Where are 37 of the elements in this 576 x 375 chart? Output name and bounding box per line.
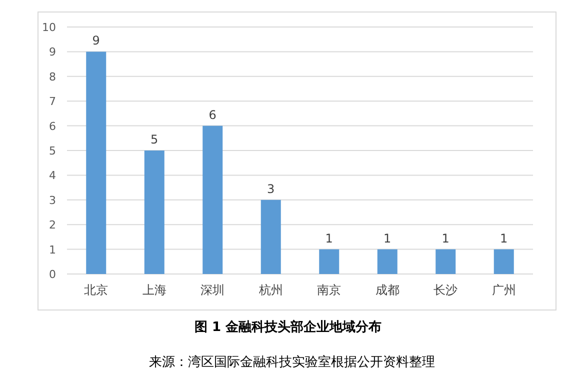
data-label: 1 <box>384 231 392 246</box>
x-tick-label: 上海 <box>142 283 166 297</box>
y-tick-label: 10 <box>42 21 56 34</box>
bar <box>319 249 340 274</box>
data-label: 5 <box>150 132 158 146</box>
x-tick-label: 北京 <box>84 283 108 297</box>
data-label: 3 <box>267 182 275 196</box>
y-tick-label: 8 <box>49 70 56 84</box>
x-tick-label: 成都 <box>375 283 400 297</box>
data-label: 1 <box>442 231 450 246</box>
source-note: 来源：湾区国际金融科技实验室根据公开资料整理 <box>149 354 435 370</box>
x-tick-label: 深圳 <box>200 283 225 297</box>
data-label: 1 <box>500 231 508 246</box>
bar <box>202 126 223 274</box>
y-tick-label: 4 <box>49 169 56 182</box>
y-tick-label: 1 <box>49 243 56 256</box>
data-label: 6 <box>208 108 216 122</box>
text: 图 1 金融科技头部企业地域分布 <box>194 319 382 335</box>
y-tick-label: 0 <box>49 268 56 281</box>
x-tick-label: 长沙 <box>434 283 458 297</box>
y-tick-label: 5 <box>49 144 56 158</box>
x-tick-label: 杭州 <box>258 283 283 297</box>
bar <box>436 249 456 274</box>
bar <box>144 150 164 274</box>
y-tick-label: 3 <box>49 194 56 207</box>
y-tick-label: 2 <box>49 218 56 232</box>
x-tick-label: 广州 <box>492 283 516 297</box>
x-tick-label: 南京 <box>317 283 342 297</box>
y-tick-label: 9 <box>49 46 56 59</box>
y-tick-label: 7 <box>49 95 56 108</box>
data-label: 9 <box>92 34 100 48</box>
bar <box>86 52 106 274</box>
bar <box>260 200 281 274</box>
bar <box>494 249 514 274</box>
bar <box>377 249 398 274</box>
data-label: 1 <box>325 231 333 246</box>
y-tick-label: 6 <box>49 120 56 133</box>
